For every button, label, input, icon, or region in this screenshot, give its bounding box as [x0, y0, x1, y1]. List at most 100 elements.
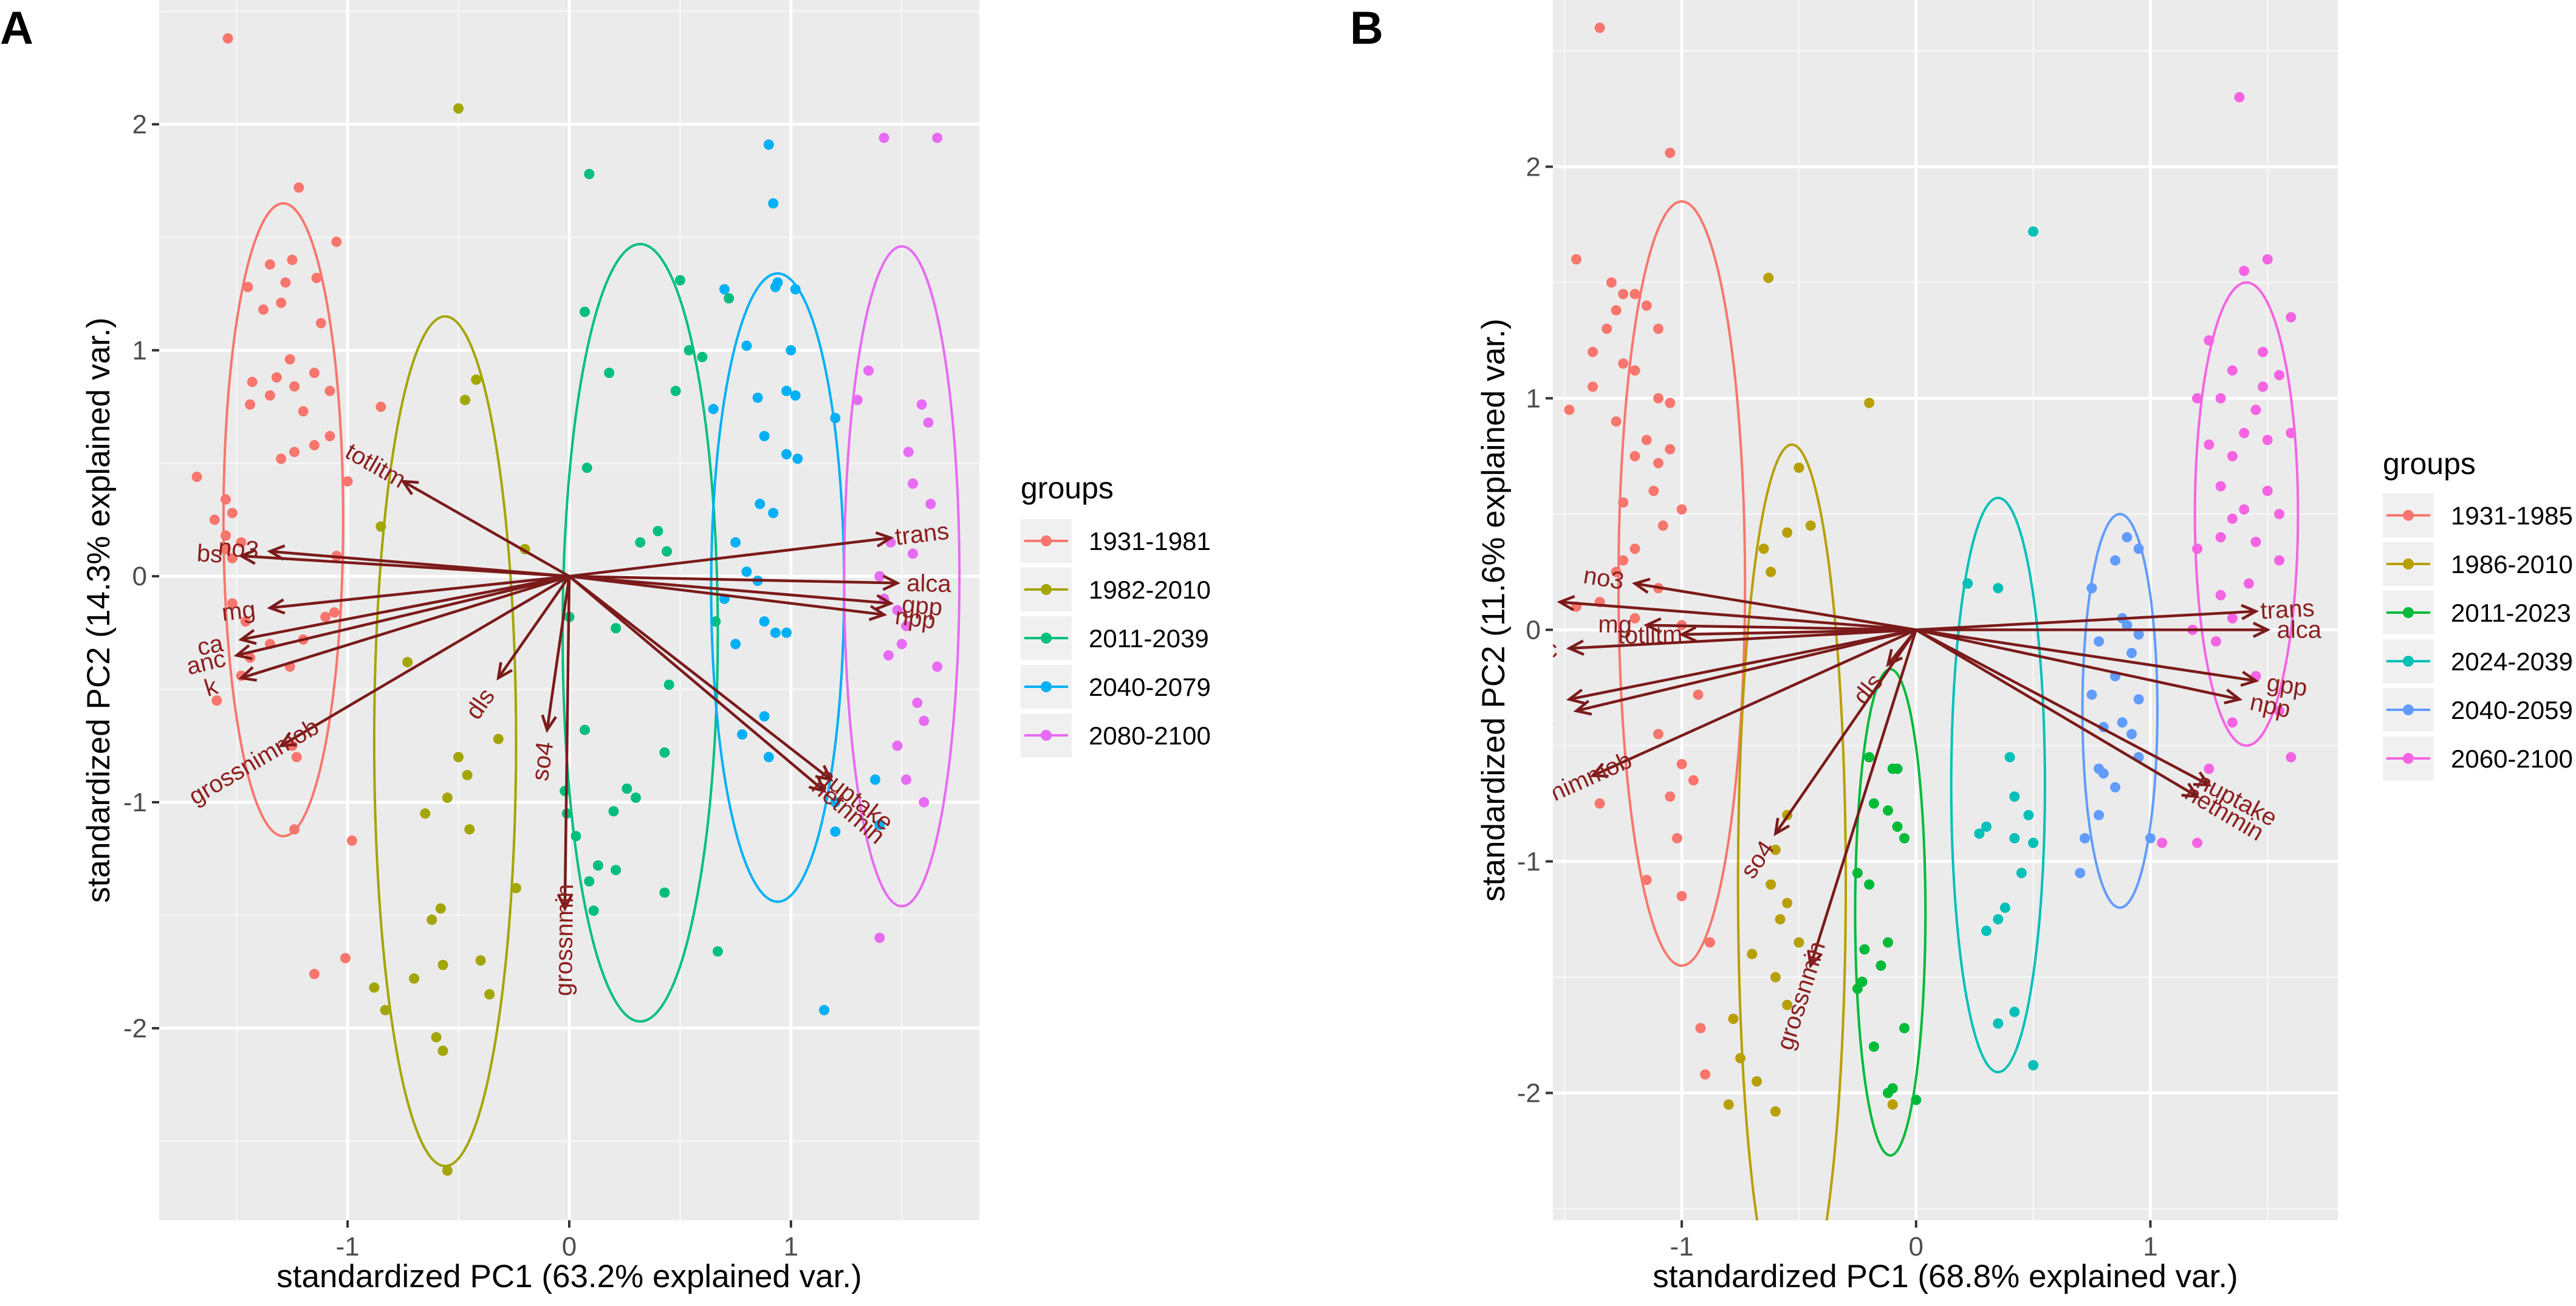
data-point	[1648, 486, 1659, 497]
data-point	[1770, 1106, 1781, 1117]
data-point	[309, 368, 320, 379]
group-ellipse	[1736, 443, 1848, 1220]
data-point	[236, 537, 247, 548]
y-tick-label: 0	[132, 562, 147, 591]
variable-label: anc	[1518, 636, 1558, 664]
data-point	[2286, 312, 2297, 323]
y-tick-label: 2	[1526, 152, 1541, 182]
arrow-head	[2181, 782, 2201, 799]
data-point	[2126, 647, 2137, 658]
variable-label: alca	[2277, 616, 2322, 643]
data-point	[1641, 875, 1652, 885]
data-point	[209, 514, 220, 525]
data-point	[2215, 481, 2226, 492]
data-point	[298, 406, 309, 417]
data-point	[2227, 513, 2238, 524]
data-point	[2126, 729, 2137, 740]
data-point	[2262, 435, 2273, 445]
data-point	[2098, 768, 2109, 779]
loading-arrow	[1592, 628, 1917, 777]
data-point	[741, 566, 752, 577]
data-point	[908, 478, 919, 489]
data-point	[1606, 277, 1617, 288]
data-point	[2262, 486, 2273, 497]
data-point	[1653, 729, 1664, 740]
data-point	[2258, 346, 2269, 357]
data-point	[276, 297, 287, 308]
y-tick-label: 1	[1526, 383, 1541, 413]
loading-arrow	[1809, 629, 1917, 966]
data-point	[830, 797, 841, 808]
data-point	[1868, 1041, 1879, 1052]
data-point	[453, 752, 464, 763]
legend-label: 1931-1985	[2451, 501, 2573, 530]
data-point	[2110, 555, 2121, 566]
loading-arrow	[280, 575, 570, 748]
data-point	[1758, 543, 1769, 554]
data-point	[580, 724, 591, 735]
legend-key-point	[1041, 584, 1052, 595]
arrow-head	[267, 598, 286, 615]
arrow-head	[882, 574, 901, 591]
data-point	[932, 661, 943, 672]
data-point	[608, 806, 619, 817]
legend-title: groups	[2383, 447, 2476, 481]
data-point	[1665, 397, 1676, 408]
data-point	[2094, 809, 2105, 820]
data-point	[2204, 763, 2215, 774]
data-point	[2250, 404, 2261, 415]
data-point	[1676, 504, 1687, 515]
x-tick-label: -1	[1670, 1232, 1694, 1262]
data-point	[1618, 289, 1629, 300]
x-tick-label: 1	[784, 1232, 798, 1262]
data-point	[781, 449, 792, 459]
data-point	[240, 616, 251, 627]
data-point	[925, 498, 936, 509]
y-tick-label: -2	[123, 1014, 147, 1043]
data-point	[752, 392, 763, 403]
data-point	[271, 372, 282, 383]
data-point	[1859, 944, 1870, 955]
data-point	[437, 960, 448, 971]
data-point	[1611, 305, 1622, 316]
data-point	[870, 774, 881, 785]
data-point	[659, 887, 670, 898]
data-point	[923, 417, 934, 428]
data-point	[2086, 689, 2097, 700]
panel-A: -1 0 1 -2 -1 0 1 2 standardized PC1 (63.2% expla…	[0, 0, 1211, 1294]
legend-key-point	[2403, 753, 2414, 764]
data-point	[630, 792, 641, 803]
panel-B: -1 0 1 -2 -1 0 1 2 standardized PC1 (68.8% expla…	[1350, 0, 2573, 1294]
legend-key-point	[1041, 633, 1052, 644]
data-point	[309, 440, 320, 451]
data-point	[781, 627, 792, 638]
data-point	[227, 552, 238, 563]
data-point	[1993, 914, 2004, 925]
legend: groups 1931-1981 1982-2010 2011-2039 2040-20…	[1021, 471, 1211, 757]
data-point	[284, 354, 295, 365]
variable-label: gpp	[2265, 669, 2309, 701]
data-point	[1611, 416, 1622, 427]
data-point	[580, 306, 591, 317]
data-point	[622, 783, 632, 794]
legend-label: 1931-1981	[1089, 527, 1211, 555]
data-point	[737, 729, 748, 740]
data-point	[1618, 358, 1629, 369]
arrow-head	[1678, 626, 1697, 642]
y-tick-label: -2	[1517, 1078, 1541, 1108]
data-point	[471, 374, 482, 385]
data-point	[2239, 266, 2250, 277]
loading-arrow	[1569, 628, 1916, 650]
data-point	[1665, 791, 1676, 802]
data-point	[1564, 404, 1575, 415]
data-point	[1887, 1099, 1898, 1110]
data-point	[1993, 1018, 2004, 1029]
loading-arrow	[241, 554, 570, 578]
arrow-head	[238, 666, 258, 682]
data-point	[683, 345, 694, 356]
data-point	[2250, 537, 2261, 548]
data-point	[1883, 1087, 1894, 1098]
data-point	[653, 526, 663, 537]
variable-label: mg	[1598, 611, 1632, 638]
x-tick-label: -1	[336, 1232, 360, 1262]
